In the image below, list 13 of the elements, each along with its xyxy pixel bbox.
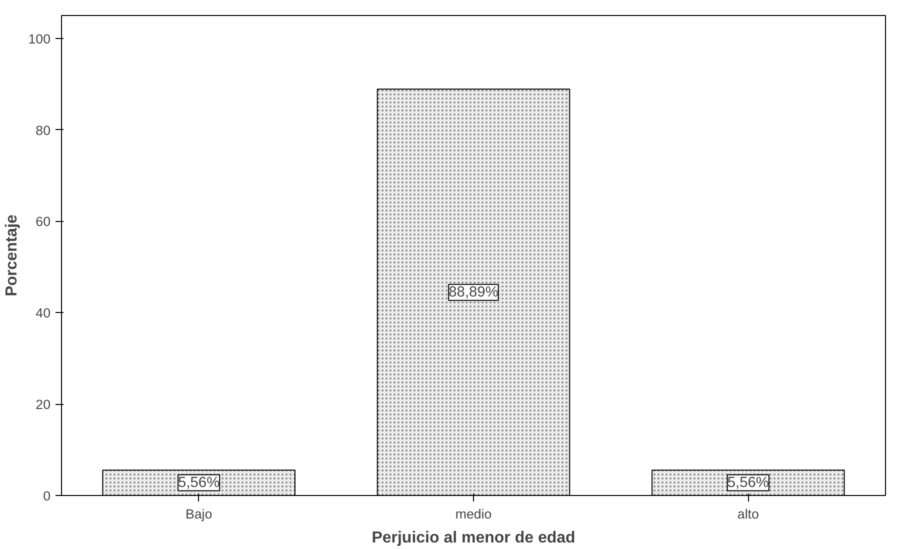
y-tick-label: 40 — [36, 306, 51, 321]
x-tick-label: Bajo — [185, 506, 212, 522]
data-label: 88,89% — [448, 284, 498, 300]
y-tick-label: 0 — [43, 488, 51, 504]
y-tick-label: 60 — [36, 214, 51, 230]
data-label: 5,56% — [727, 474, 769, 491]
y-tick-label: 100 — [28, 31, 51, 46]
y-tick-label: 80 — [36, 122, 51, 138]
y-axis-title: Porcentaje — [3, 214, 20, 296]
x-tick-label: medio — [455, 506, 492, 522]
x-axis-title: Perjuicio al menor de edad — [372, 530, 576, 546]
x-tick-label: alto — [737, 506, 759, 522]
y-tick-label: 20 — [36, 397, 51, 412]
